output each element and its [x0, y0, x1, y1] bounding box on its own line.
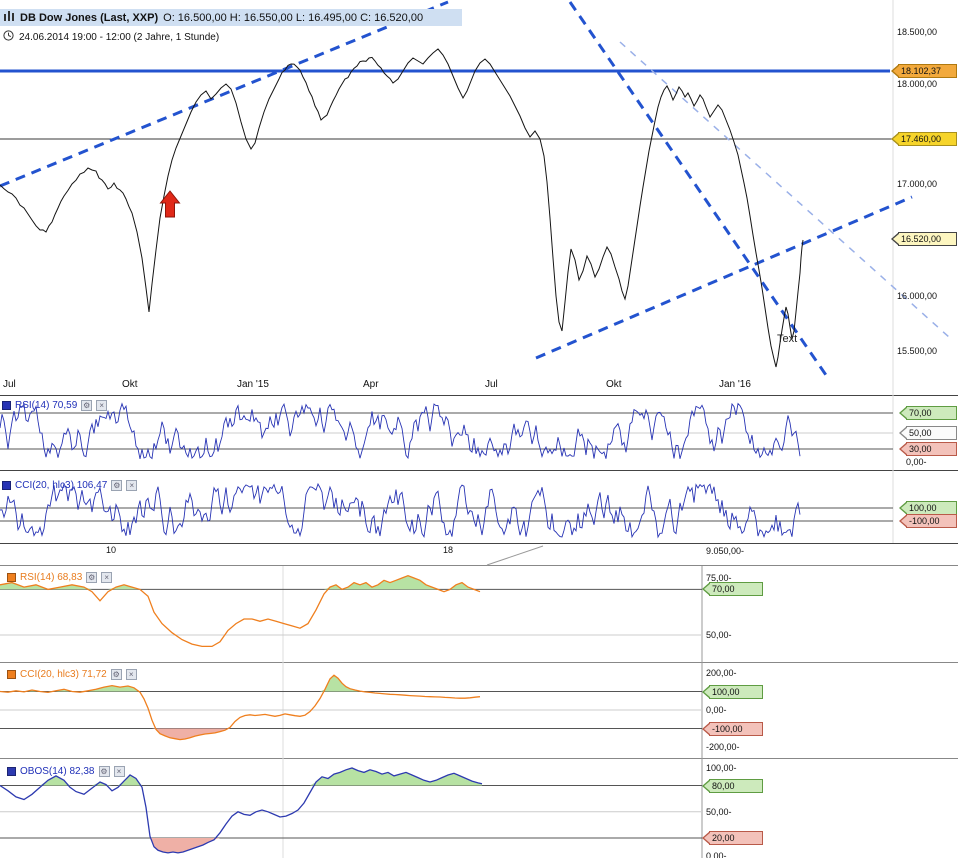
price-axis-label: 16.000,00 — [897, 291, 938, 301]
cci-top-header: CCI(20, hlc3) 106,47 ⚙ × — [2, 480, 138, 491]
price-axis-label: 17.000,00 — [897, 179, 938, 189]
rsi-bottom-close-icon[interactable]: × — [101, 572, 113, 583]
indicator-axis-label: 0,00- — [706, 850, 727, 858]
obos-name: OBOS(14) — [20, 766, 67, 777]
hidden-price-line-fragment — [486, 545, 544, 566]
x-axis-label: Jan '16 — [719, 379, 751, 390]
indicator-level-badge: 100,00 — [899, 501, 957, 515]
cci-bottom-close-icon[interactable]: × — [125, 669, 137, 680]
trendline[interactable] — [0, 0, 449, 188]
cci-bottom-name: CCI(20, hlc3) — [20, 669, 79, 680]
period-row: 24.06.2014 19:00 - 12:00 (2 Jahre, 1 Stu… — [3, 30, 219, 44]
text-annotation[interactable]: Text — [777, 333, 798, 345]
indicator-level-badge: -100,00 — [899, 514, 957, 528]
period-text: 24.06.2014 19:00 - 12:00 (2 Jahre, 1 Stu… — [19, 31, 220, 43]
rsi-top-legend-swatch — [2, 401, 11, 410]
cci-top-value: 106,47 — [76, 480, 108, 491]
indicator-axis-label: 200,00- — [706, 668, 737, 678]
obos-value: 82,38 — [69, 766, 95, 777]
x-axis-label: Apr — [363, 379, 379, 390]
x-axis-label: Jan '15 — [237, 379, 269, 390]
instrument-icon — [3, 9, 15, 27]
indicator-level-badge: 20,00 — [702, 831, 763, 845]
ohlc-values: O: 16.500,00 H: 16.550,00 L: 16.495,00 C… — [163, 11, 424, 24]
x-axis-label: Okt — [122, 379, 138, 390]
rsi-bottom-value: 68,83 — [57, 572, 83, 583]
rsi-top-name: RSI(14) — [15, 400, 50, 411]
rsi-top-settings-icon[interactable]: ⚙ — [81, 400, 93, 411]
indicator-axis-label: 100,00- — [706, 763, 737, 773]
cci-bottom-header: CCI(20, hlc3) 71,72 ⚙ × — [7, 669, 137, 680]
indicator-axis-label: 0,00- — [706, 705, 727, 715]
trendline[interactable] — [568, 1, 830, 379]
rsi-top-value: 70,59 — [52, 400, 78, 411]
cci-top-settings-icon[interactable]: ⚙ — [111, 480, 123, 491]
trendline[interactable] — [535, 195, 913, 360]
rsi-bottom-name: RSI(14) — [20, 572, 55, 583]
cci-top-legend-swatch — [2, 481, 11, 490]
cci-bottom-line — [0, 674, 481, 741]
rsi-top-line — [0, 402, 801, 460]
price-line — [0, 48, 804, 368]
price-chart-header: DB Dow Jones (Last, XXP) O: 16.500,00 H:… — [0, 9, 462, 26]
x-axis-label: Jul — [3, 379, 16, 390]
x-axis-label: Jul — [485, 379, 498, 390]
rsi-bottom-legend-swatch — [7, 573, 16, 582]
indicator-axis-label: 0,00- — [906, 457, 927, 467]
obos-header: OBOS(14) 82,38 ⚙ × — [7, 766, 125, 777]
hidden-x-axis-label: 10 — [106, 545, 117, 555]
indicator-level-badge: 30,00 — [899, 442, 957, 456]
cci-bottom-value: 71,72 — [81, 669, 107, 680]
buy-arrow-annotation[interactable] — [159, 190, 181, 218]
indicator-axis-label: -200,00- — [706, 742, 740, 752]
indicator-level-badge: 70,00 — [702, 582, 763, 597]
trendline[interactable] — [619, 41, 951, 339]
price-axis-label: 18.500,00 — [897, 27, 938, 37]
price-axis-label: 18.000,00 — [897, 79, 938, 89]
obos-settings-icon[interactable]: ⚙ — [98, 766, 110, 777]
obos-legend-swatch — [7, 767, 16, 776]
rsi-bottom-settings-icon[interactable]: ⚙ — [86, 572, 98, 583]
obos-line — [0, 767, 483, 854]
obos-overbought-fill — [0, 768, 482, 786]
indicator-axis-label: 50,00- — [706, 806, 732, 817]
cci-bottom-settings-icon[interactable]: ⚙ — [110, 669, 122, 680]
indicator-level-badge: 70,00 — [899, 406, 957, 420]
x-axis-label: Okt — [606, 379, 622, 390]
rsi-top-header: RSI(14) 70,59 ⚙ × — [2, 400, 108, 411]
clock-icon — [3, 30, 14, 44]
price-level-badge[interactable]: 16.520,00 — [891, 232, 957, 246]
cci-top-line — [0, 482, 801, 539]
indicator-level-badge: -100,00 — [702, 721, 763, 736]
indicator-axis-label: 75,00- — [706, 573, 732, 583]
cci-bottom-legend-swatch — [7, 670, 16, 679]
rsi-bottom-header: RSI(14) 68,83 ⚙ × — [7, 572, 113, 583]
cci-top-name: CCI(20, hlc3) — [15, 480, 74, 491]
cci-top-close-icon[interactable]: × — [126, 480, 138, 491]
price-axis-label: 15.500,00 — [897, 346, 938, 356]
hidden-x-axis-label: 18 — [443, 545, 454, 555]
price-level-badge[interactable]: 18.102,37 — [891, 64, 957, 78]
rsi-bottom-line — [0, 575, 481, 648]
price-level-badge[interactable]: 17.460,00 — [891, 132, 957, 146]
indicator-level-badge: 80,00 — [702, 778, 763, 793]
rsi-top-close-icon[interactable]: × — [96, 400, 108, 411]
indicator-level-badge: 50,00 — [899, 426, 957, 440]
hidden-price-axis-label: 9.050,00- — [706, 546, 745, 556]
obos-close-icon[interactable]: × — [113, 766, 125, 777]
indicator-axis-label: 50,00- — [706, 630, 732, 640]
indicator-level-badge: 100,00 — [702, 684, 763, 699]
instrument-title: DB Dow Jones (Last, XXP) — [20, 11, 159, 24]
